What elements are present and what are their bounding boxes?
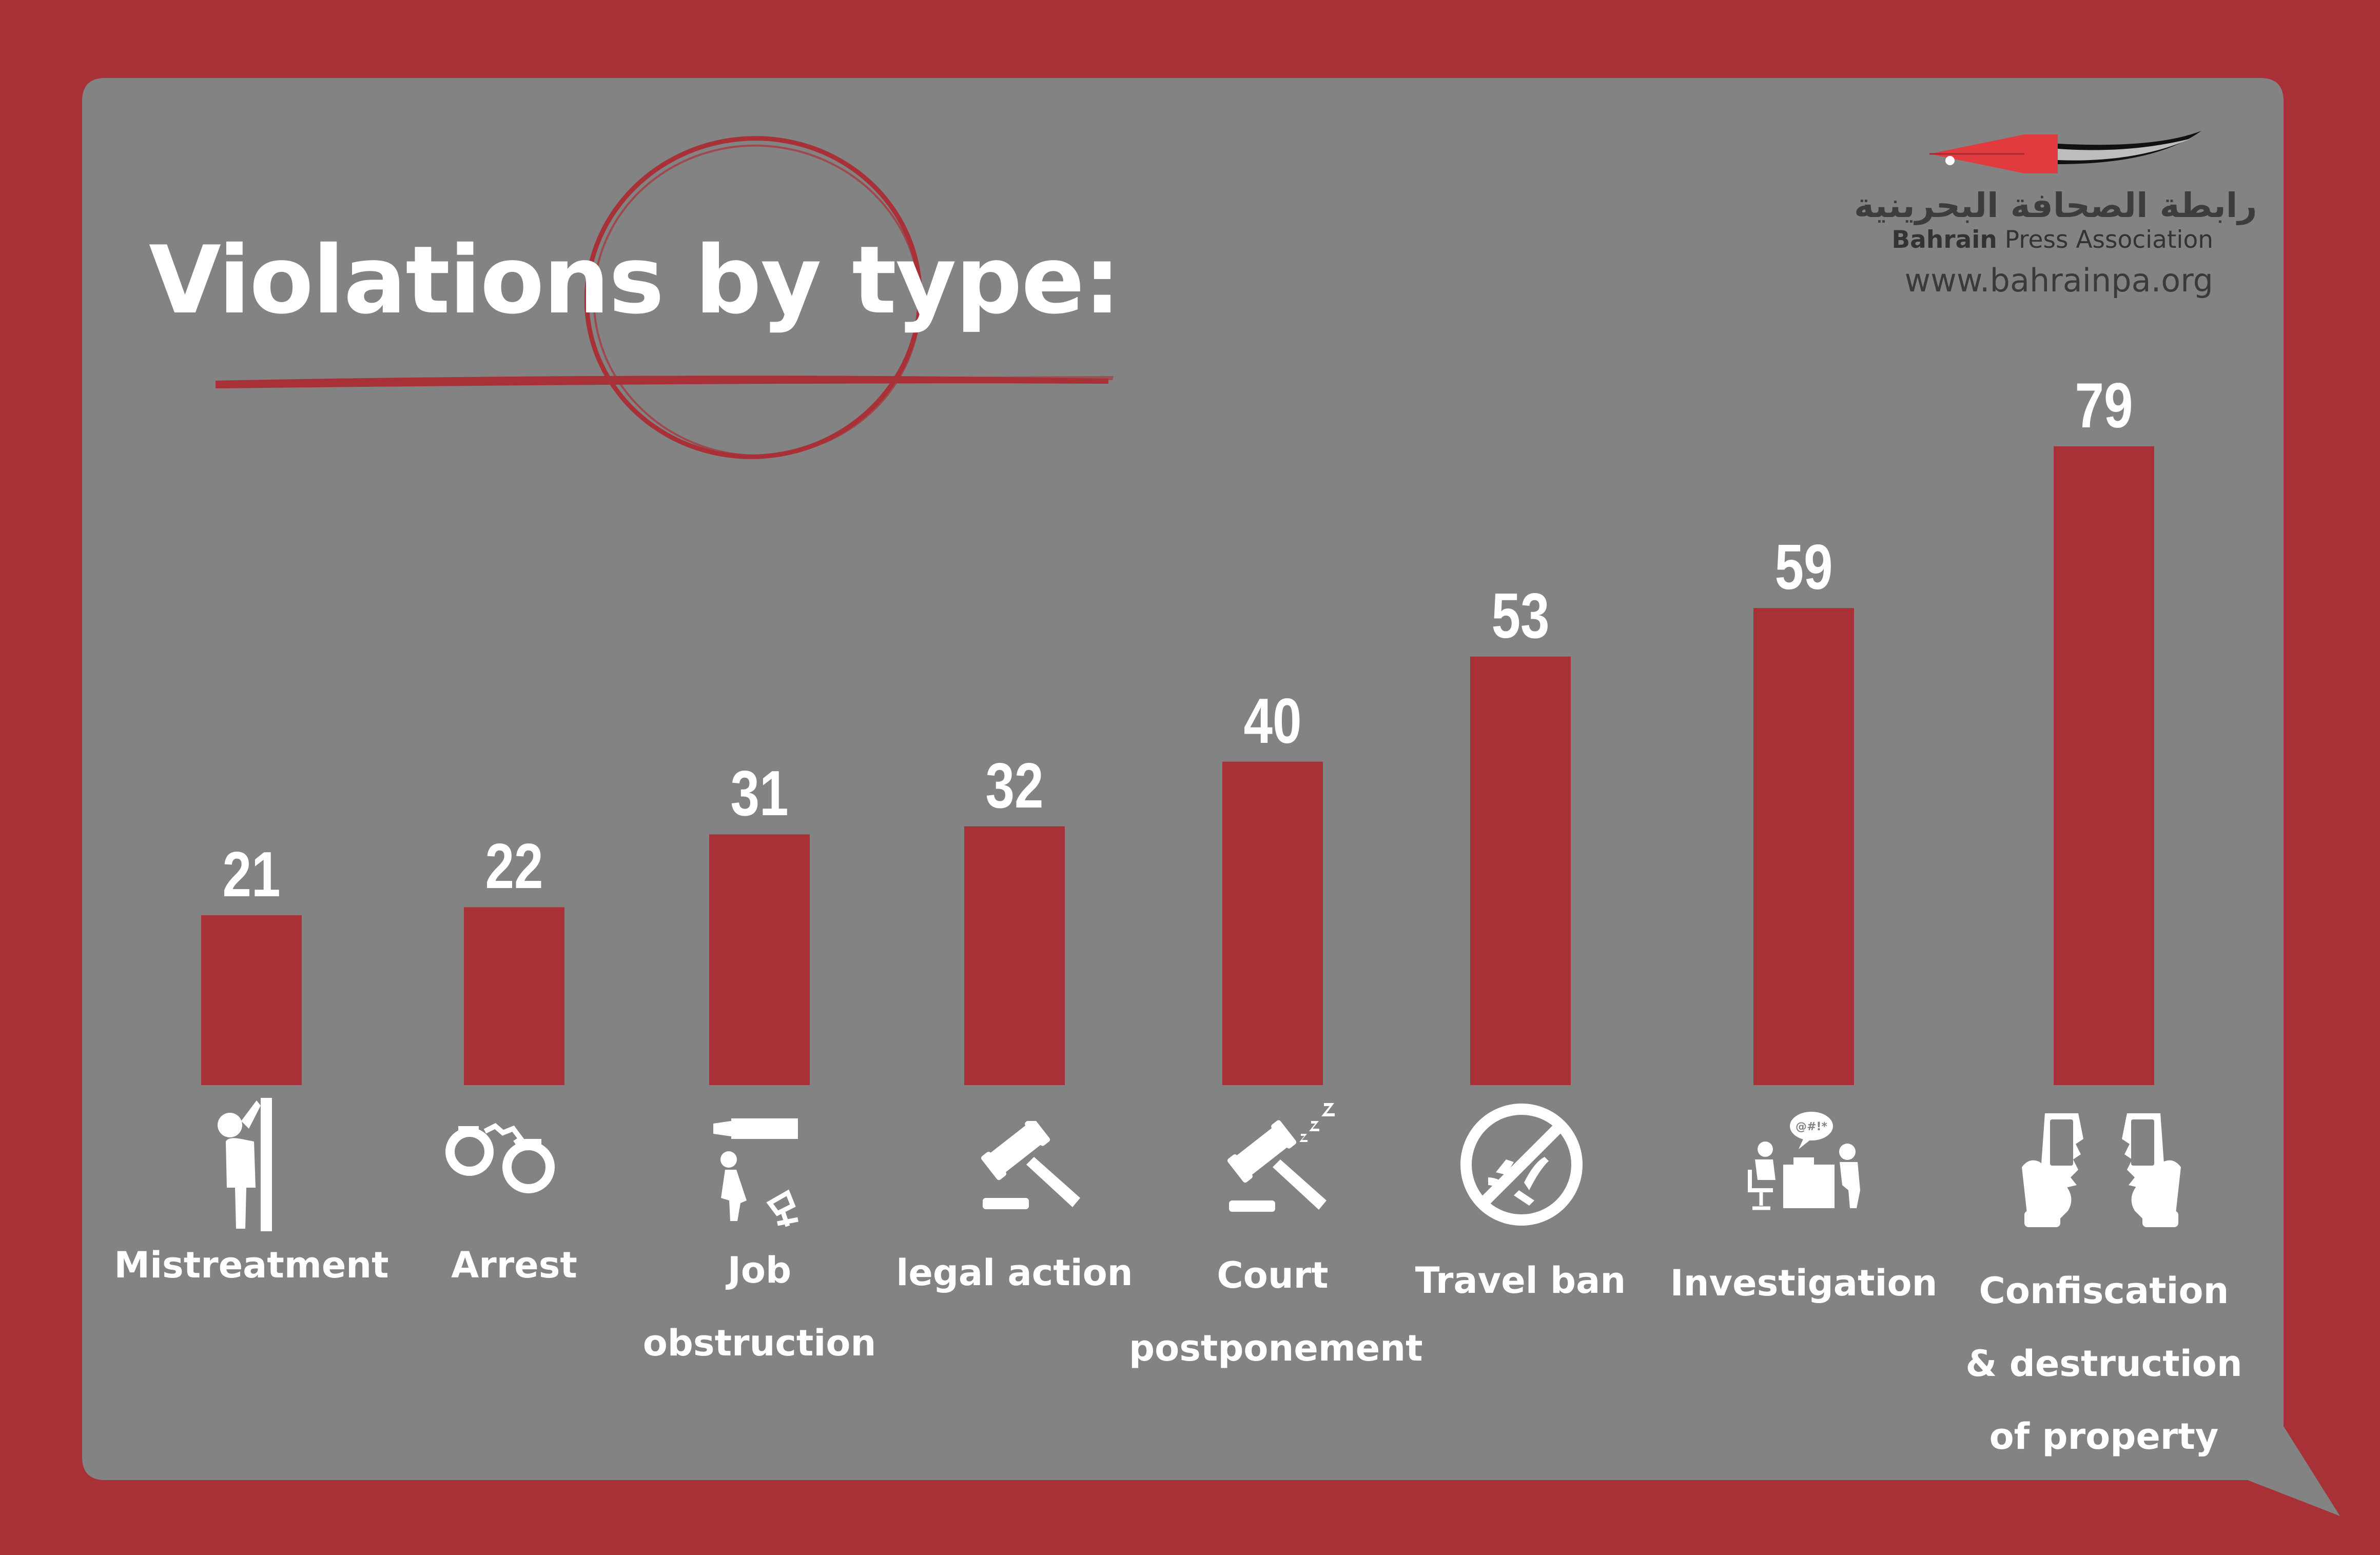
logo-arabic-name: رابطة الصحافة البحرينية — [1854, 186, 2257, 225]
svg-text:@#!*: @#!* — [1796, 1120, 1827, 1133]
category-label-line: of property — [1989, 1415, 2219, 1458]
sleeping-gavel-icon — [1227, 1103, 1335, 1212]
bar-value-label: 21 — [222, 839, 281, 911]
category-label-line: postponement — [1129, 1327, 1423, 1369]
category-label: Court postponement — [1129, 1239, 1423, 1385]
brush-underline — [216, 376, 1114, 388]
logo-english-name: Bahrain Press Association — [1854, 226, 2213, 254]
judge-gavel-icon — [981, 1121, 1080, 1209]
bar-value-label: 53 — [1491, 580, 1550, 652]
speech-bubble-panel — [82, 78, 2340, 1516]
fountain-pen-nib-icon — [1929, 131, 2201, 173]
category-label-line: obstruction — [642, 1322, 876, 1364]
no-airplane-icon — [1460, 1104, 1583, 1226]
bar-5 — [1222, 761, 1323, 1085]
bar-4 — [964, 826, 1065, 1085]
category-label: Travel ban — [1377, 1244, 1664, 1317]
category-label-line: & destruction — [1965, 1343, 2242, 1385]
bar-8 — [2054, 446, 2154, 1085]
chart-title: Violations by type: — [149, 226, 1121, 334]
person-against-wall-icon — [218, 1098, 272, 1231]
category-label: Arrest — [370, 1229, 658, 1302]
category-label-line: Confiscation — [1979, 1270, 2229, 1312]
logo-name-bold: Bahrain — [1891, 226, 1997, 254]
category-label-line: Job — [727, 1249, 792, 1291]
sketch-circle — [584, 136, 923, 459]
category-label-line: Court — [1217, 1254, 1329, 1296]
category-label-line: legal action — [896, 1252, 1133, 1294]
bar-value-label: 79 — [2075, 370, 2133, 441]
logo-url: www.bahrainpa.org — [1904, 262, 2213, 299]
bar-value-label: 32 — [985, 750, 1044, 821]
bar-value-label: 22 — [485, 831, 543, 902]
category-label-line: Mistreatment — [114, 1244, 389, 1286]
category-label-line: Arrest — [451, 1244, 577, 1286]
bar-value-label: 59 — [1774, 532, 1833, 603]
bar-7 — [1753, 608, 1854, 1085]
category-label: Job obstruction — [616, 1234, 903, 1380]
person-pushed-from-chair-icon — [713, 1118, 798, 1227]
category-label: Investigation — [1660, 1247, 1947, 1320]
broken-phones-icon — [2022, 1113, 2181, 1227]
bar-value-label: 40 — [1243, 685, 1302, 757]
category-label: Mistreatment — [108, 1229, 395, 1302]
bar-1 — [201, 915, 302, 1085]
bar-value-label: 31 — [730, 758, 789, 830]
category-label: Confiscation & destruction of property — [1960, 1254, 2248, 1473]
category-label-line: Travel ban — [1415, 1259, 1626, 1302]
logo-name-rest: Press Association — [1997, 226, 2213, 254]
category-label: legal action — [871, 1236, 1158, 1309]
bar-3 — [709, 834, 810, 1085]
category-label-line: Investigation — [1670, 1262, 1938, 1304]
interrogation-icon: @#!* — [1748, 1112, 1860, 1210]
bar-6 — [1470, 656, 1571, 1085]
bar-2 — [464, 907, 564, 1085]
handcuffs-icon — [445, 1123, 555, 1193]
